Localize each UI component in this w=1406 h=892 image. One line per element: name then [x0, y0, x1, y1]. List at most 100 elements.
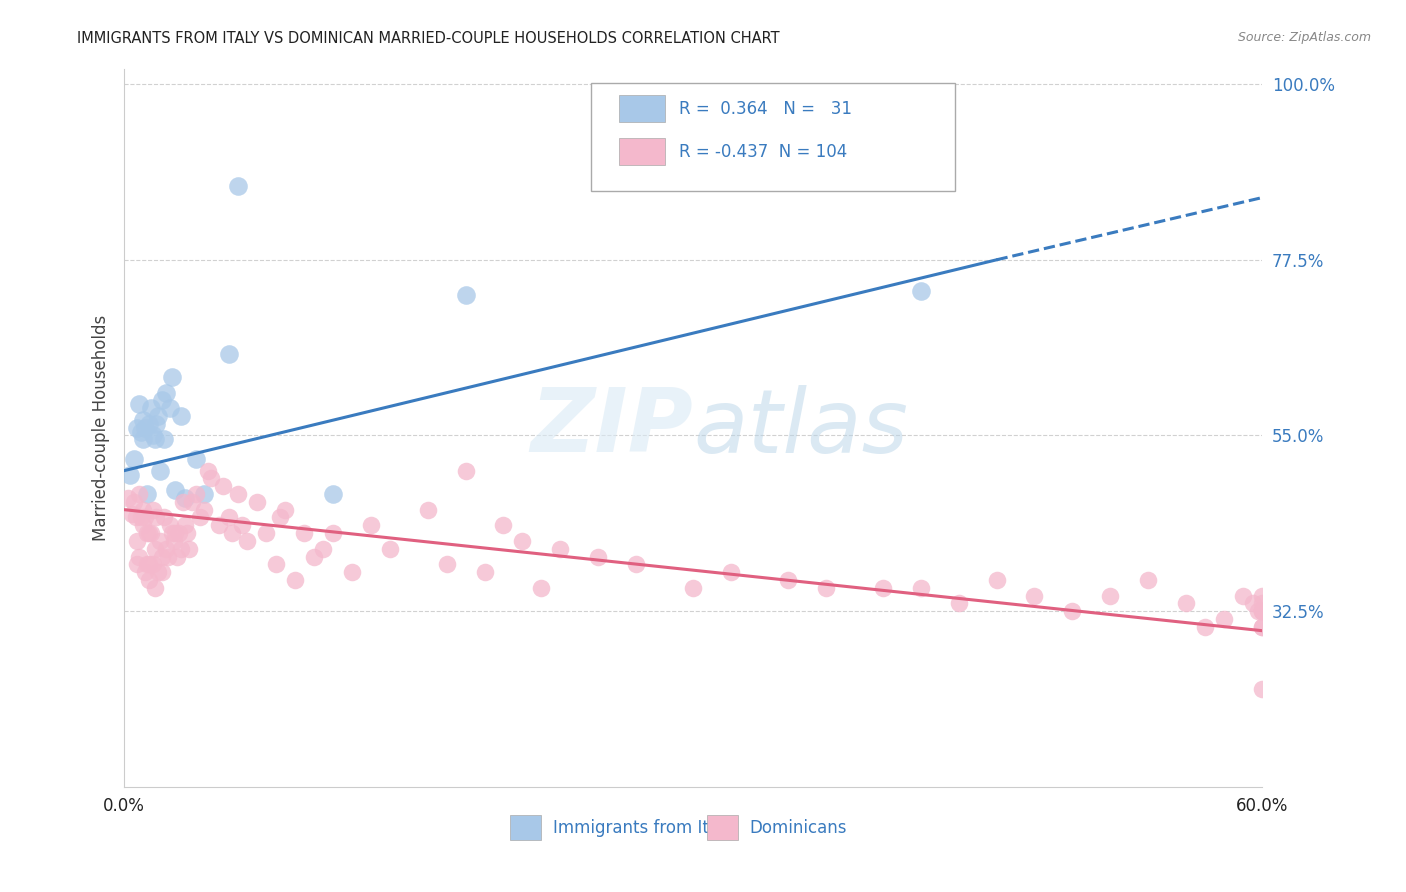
Point	[340, 565, 363, 579]
Point	[221, 526, 243, 541]
Point	[143, 581, 166, 595]
Point	[132, 413, 155, 427]
Text: atlas: atlas	[693, 384, 908, 471]
Point	[138, 573, 160, 587]
Point	[188, 510, 211, 524]
Point	[117, 491, 139, 505]
Point	[378, 541, 401, 556]
Point	[986, 573, 1008, 587]
Point	[1251, 682, 1274, 697]
Point	[132, 433, 155, 447]
Point	[139, 526, 162, 541]
Point	[256, 526, 278, 541]
Point	[128, 397, 150, 411]
Point	[132, 518, 155, 533]
FancyBboxPatch shape	[591, 83, 955, 191]
Point	[226, 178, 249, 193]
Point	[150, 393, 173, 408]
Point	[474, 565, 496, 579]
Point	[454, 288, 477, 302]
Point	[174, 518, 197, 533]
Point	[211, 479, 233, 493]
Point	[165, 526, 187, 541]
Point	[149, 464, 172, 478]
Point	[1251, 620, 1274, 634]
Point	[1062, 604, 1084, 618]
Text: IMMIGRANTS FROM ITALY VS DOMINICAN MARRIED-COUPLE HOUSEHOLDS CORRELATION CHART: IMMIGRANTS FROM ITALY VS DOMINICAN MARRI…	[77, 31, 780, 46]
Point	[122, 495, 145, 509]
Point	[156, 549, 179, 564]
Point	[200, 471, 222, 485]
Point	[155, 541, 177, 556]
Point	[436, 558, 458, 572]
Point	[1213, 612, 1236, 626]
Point	[155, 385, 177, 400]
Point	[312, 541, 335, 556]
Point	[176, 526, 198, 541]
Point	[167, 526, 190, 541]
Point	[910, 581, 932, 595]
Point	[1251, 604, 1274, 618]
Point	[682, 581, 704, 595]
Point	[162, 533, 184, 548]
Point	[360, 518, 382, 533]
FancyBboxPatch shape	[619, 138, 665, 166]
Point	[143, 433, 166, 447]
Point	[127, 558, 149, 572]
Point	[1251, 596, 1274, 610]
Point	[177, 541, 200, 556]
Point	[174, 491, 197, 505]
Point	[776, 573, 799, 587]
Point	[129, 425, 152, 439]
Point	[128, 549, 150, 564]
Point	[136, 558, 159, 572]
Point	[231, 518, 253, 533]
Text: ZIP: ZIP	[530, 384, 693, 471]
Point	[186, 487, 208, 501]
Point	[170, 409, 193, 423]
Point	[720, 565, 742, 579]
Point	[1251, 604, 1274, 618]
Point	[284, 573, 307, 587]
Point	[264, 558, 287, 572]
Point	[172, 495, 194, 509]
Point	[550, 541, 572, 556]
Point	[122, 451, 145, 466]
Point	[150, 565, 173, 579]
Point	[948, 596, 970, 610]
Point	[193, 487, 215, 501]
Point	[136, 487, 159, 501]
Point	[292, 526, 315, 541]
Point	[134, 565, 156, 579]
Point	[1247, 604, 1270, 618]
Point	[626, 558, 648, 572]
Point	[132, 502, 155, 516]
Point	[416, 502, 439, 516]
Text: Immigrants from Italy: Immigrants from Italy	[553, 819, 733, 837]
Point	[160, 526, 183, 541]
FancyBboxPatch shape	[619, 95, 665, 122]
Point	[322, 526, 344, 541]
Point	[193, 502, 215, 516]
Point	[322, 487, 344, 501]
Point	[208, 518, 231, 533]
Point	[138, 526, 160, 541]
Point	[138, 417, 160, 431]
Point	[197, 464, 219, 478]
Point	[170, 541, 193, 556]
Text: R =  0.364   N =   31: R = 0.364 N = 31	[679, 100, 852, 118]
Point	[142, 428, 165, 442]
Point	[136, 526, 159, 541]
Point	[134, 510, 156, 524]
Point	[454, 464, 477, 478]
Y-axis label: Married-couple Households: Married-couple Households	[93, 315, 110, 541]
Point	[166, 549, 188, 564]
Point	[1251, 589, 1274, 603]
Point	[1024, 589, 1046, 603]
Point	[512, 533, 534, 548]
Point	[129, 510, 152, 524]
Point	[226, 487, 249, 501]
Point	[121, 507, 143, 521]
Point	[153, 510, 176, 524]
Point	[160, 370, 183, 384]
